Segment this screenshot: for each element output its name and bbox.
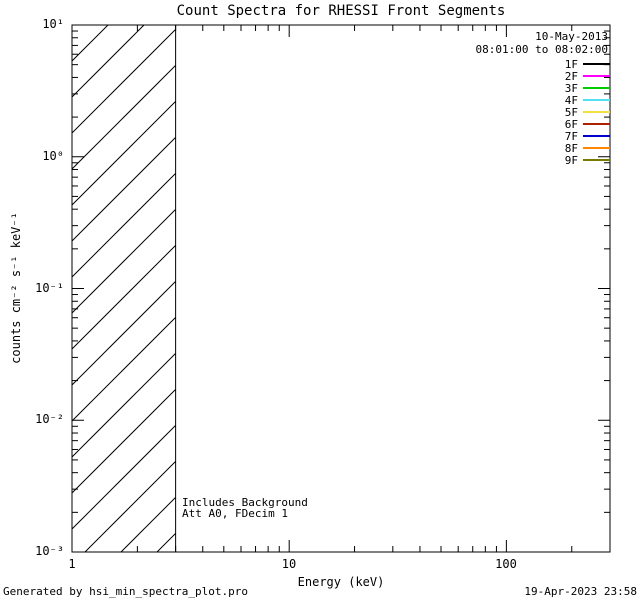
x-tick-label: 10 xyxy=(281,557,297,571)
y-tick-label: 10¹ xyxy=(42,17,64,31)
legend-line-swatch xyxy=(583,99,610,101)
observation-header: 10-May-2013 08:01:00 to 08:02:00 xyxy=(476,30,608,56)
x-tick-label: 100 xyxy=(495,557,517,571)
legend-entry: 2F xyxy=(564,69,610,83)
plot-annotations: Includes Background Att A0, FDecim 1 xyxy=(182,497,308,519)
y-tick-label: 10⁰ xyxy=(42,149,64,163)
legend-entry: 6F xyxy=(564,117,610,131)
legend-entry: 4F xyxy=(564,93,610,107)
legend-entry: 1F xyxy=(564,57,610,71)
legend-line-swatch xyxy=(583,159,610,161)
legend-label: 4F xyxy=(564,93,578,107)
legend-line-swatch xyxy=(583,87,610,89)
legend-entry: 7F xyxy=(564,129,610,143)
x-tick-label: 1 xyxy=(68,557,76,571)
detector-legend: 1F 2F 3F 4F 5F 6F 7F 8F xyxy=(564,57,610,167)
legend-line-swatch xyxy=(583,147,610,149)
legend-line-swatch xyxy=(583,135,610,137)
legend-label: 5F xyxy=(564,105,578,119)
legend-entry: 5F xyxy=(564,105,610,119)
legend-label: 6F xyxy=(564,117,578,131)
legend-line-swatch xyxy=(583,75,610,77)
x-axis-label: Energy (keV) xyxy=(297,575,385,589)
legend-label: 7F xyxy=(564,129,578,143)
legend-entry: 3F xyxy=(564,81,610,95)
generated-by-text: Generated by hsi_min_spectra_plot.pro xyxy=(3,585,249,598)
legend-line-swatch xyxy=(583,123,610,125)
legend-label: 8F xyxy=(564,141,578,155)
observation-date: 10-May-2013 xyxy=(535,30,608,43)
chart-title: Count Spectra for RHESSI Front Segments xyxy=(176,3,506,19)
legend-entry: 9F xyxy=(564,153,610,167)
legend-label: 9F xyxy=(564,153,578,167)
observation-time-range: 08:01:00 to 08:02:00 xyxy=(475,43,608,56)
annotation-background: Includes Background xyxy=(182,496,308,509)
legend-label: 1F xyxy=(564,57,578,71)
y-tick-label: 10⁻³ xyxy=(35,544,64,558)
legend-entry: 8F xyxy=(564,141,610,155)
generation-timestamp: 19-Apr-2023 23:58 xyxy=(524,585,637,598)
legend-label: 2F xyxy=(564,69,578,83)
annotation-attenuator: Att A0, FDecim 1 xyxy=(182,507,288,520)
y-tick-label: 10⁻² xyxy=(35,412,64,426)
legend-line-swatch xyxy=(583,111,610,113)
legend-label: 3F xyxy=(564,81,578,95)
legend-line-swatch xyxy=(583,63,610,65)
y-tick-label: 10⁻¹ xyxy=(35,281,64,295)
